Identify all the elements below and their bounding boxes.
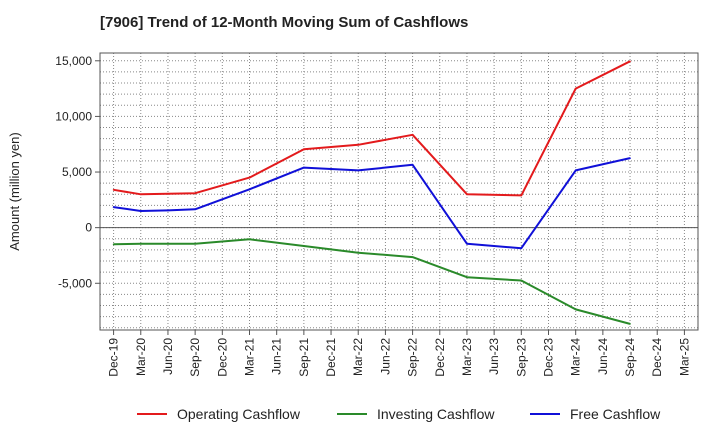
plot-frame	[99, 52, 699, 331]
data-point	[466, 193, 468, 196]
legend-item: Investing Cashflow	[337, 406, 495, 422]
x-tick-label: Mar-21	[243, 338, 257, 376]
legend: Operating Cashflow Investing Cashflow Free…	[137, 406, 661, 422]
data-point	[574, 169, 577, 172]
data-point	[574, 87, 577, 90]
data-point	[357, 143, 360, 146]
x-tick-label: Jun-22	[378, 338, 392, 375]
data-point	[139, 193, 142, 196]
series-line-1	[113, 238, 631, 325]
y-tick-label: 0	[85, 221, 92, 235]
data-point	[411, 256, 414, 258]
x-tick-label: Sep-23	[514, 338, 528, 377]
x-tick-label: Sep-22	[406, 338, 420, 377]
y-tick-label: 15,000	[55, 54, 92, 68]
grid-lines	[100, 53, 698, 330]
data-point	[167, 242, 169, 245]
data-point	[167, 192, 169, 195]
data-point	[194, 242, 196, 245]
data-point	[248, 188, 251, 191]
x-tick-label: Sep-20	[188, 338, 202, 377]
data-point	[629, 157, 631, 159]
chart-title: [7906] Trend of 12-Month Moving Sum of C…	[100, 14, 469, 31]
x-tick-label: Mar-24	[569, 338, 583, 376]
x-tick-label: Jun-23	[487, 338, 501, 375]
x-tick-label: Dec-23	[542, 338, 556, 377]
data-point	[411, 164, 414, 166]
data-point	[303, 245, 305, 247]
data-point	[194, 208, 196, 211]
x-tick-label: Sep-24	[623, 338, 637, 377]
legend-label: Investing Cashflow	[377, 406, 495, 422]
x-tick-label: Dec-19	[107, 338, 121, 377]
data-point	[411, 133, 414, 136]
data-point	[139, 210, 142, 212]
legend-item: Free Cashflow	[530, 406, 661, 422]
x-tick-label: Dec-20	[215, 338, 229, 377]
data-point	[167, 209, 169, 212]
x-tick-label: Mar-22	[351, 338, 365, 376]
data-point	[629, 323, 631, 325]
x-tick-label: Jun-21	[270, 338, 284, 375]
data-point	[139, 242, 142, 245]
x-tick-label: Sep-21	[297, 338, 311, 377]
data-point	[357, 169, 360, 172]
data-point	[303, 148, 305, 151]
x-tick-label: Dec-21	[324, 338, 338, 377]
y-tick-label: 5,000	[62, 165, 92, 179]
data-point	[574, 308, 577, 311]
x-tick-label: Dec-24	[650, 338, 664, 377]
legend-item: Operating Cashflow	[137, 406, 301, 422]
data-point	[466, 276, 468, 278]
y-axis-title: Amount (million yen)	[7, 132, 22, 251]
x-tick-label: Dec-22	[433, 338, 447, 377]
y-axis: -5,000 0 5,000 10,000 15,000	[55, 54, 100, 290]
series-lines	[112, 60, 631, 325]
data-point	[357, 251, 360, 254]
x-tick-label: Jun-24	[596, 338, 610, 375]
data-point	[520, 247, 523, 250]
x-tick-label: Jun-20	[161, 338, 175, 375]
x-axis: Dec-19 Mar-20 Jun-20 Sep-20 Dec-20 Mar-21 Jun-…	[107, 330, 691, 377]
data-point	[112, 206, 115, 208]
y-tick-label: 10,000	[55, 109, 92, 123]
series-line-2	[113, 157, 631, 250]
legend-label: Operating Cashflow	[177, 406, 301, 422]
data-point	[248, 176, 251, 179]
data-point	[520, 279, 523, 282]
legend-label: Free Cashflow	[570, 406, 661, 422]
x-tick-label: Mar-23	[460, 338, 474, 376]
x-tick-label: Mar-25	[677, 338, 691, 376]
data-point	[303, 166, 305, 169]
data-point	[520, 194, 523, 197]
y-tick-label: -5,000	[58, 276, 92, 290]
data-point	[112, 243, 115, 246]
data-point	[629, 60, 631, 63]
data-point	[112, 189, 115, 191]
data-point	[194, 192, 196, 194]
data-point	[248, 238, 251, 241]
x-tick-label: Mar-20	[134, 338, 148, 376]
data-point	[466, 242, 468, 245]
series-line-0	[113, 60, 631, 197]
